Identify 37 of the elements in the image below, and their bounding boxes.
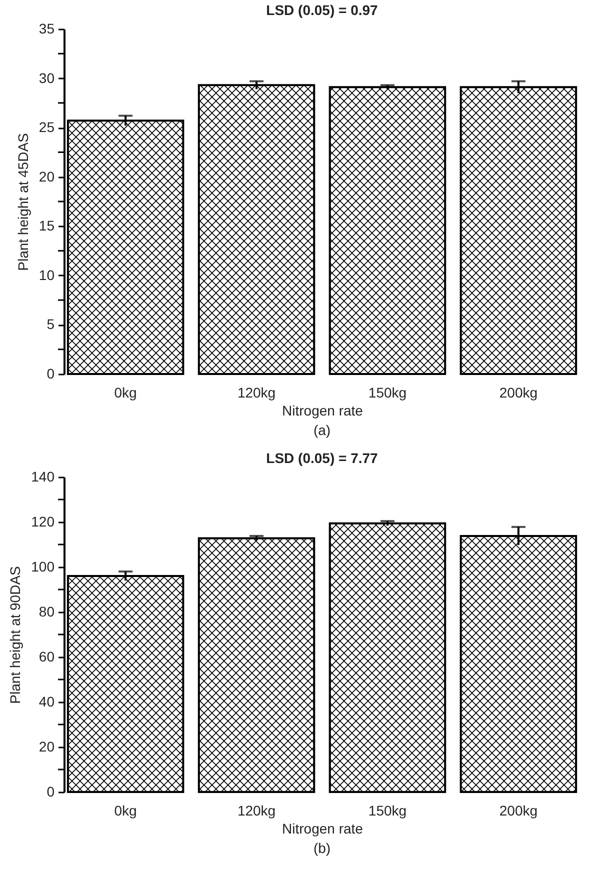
chart-title: LSD (0.05) = 7.77 <box>266 450 378 466</box>
y-tick-label: 0 <box>46 366 55 382</box>
y-axis-title: Plant height at 45DAS <box>14 133 31 271</box>
y-tick-label: 60 <box>38 648 55 664</box>
y-tick-label: 30 <box>38 70 55 86</box>
y-tick-label: 35 <box>38 20 55 36</box>
text: (a) <box>313 422 331 438</box>
y-tick-label: 40 <box>38 694 55 710</box>
x-axis-title: Nitrogen rate <box>282 402 364 418</box>
bar <box>328 522 446 793</box>
y-axis-title: Plant height at 90DAS <box>7 566 24 704</box>
bar <box>328 86 446 375</box>
y-tick-label: 0 <box>46 784 55 800</box>
y-tick-label: 10 <box>38 266 55 283</box>
x-tick-label: 150kg <box>368 384 407 400</box>
x-tick-label: 150kg <box>368 802 407 818</box>
x-tick-label: 0kg <box>114 802 137 818</box>
y-tick-label: 5 <box>46 316 55 332</box>
bar <box>198 84 316 375</box>
y-tick-label: 20 <box>38 738 55 754</box>
x-tick-label: 0kg <box>114 384 137 400</box>
x-axis-title: Nitrogen rate <box>282 820 364 836</box>
y-tick-label: 100 <box>31 558 55 574</box>
chart-title: LSD (0.05) = 0.97 <box>266 2 378 18</box>
bar <box>198 537 316 793</box>
y-tick-label: 15 <box>38 218 55 234</box>
bar <box>460 86 578 375</box>
y-tick-label: 80 <box>38 604 55 620</box>
x-tick-label: 120kg <box>237 384 276 400</box>
y-tick-label: 20 <box>38 168 55 184</box>
y-tick-label: 25 <box>38 119 55 136</box>
x-tick-label: 200kg <box>499 384 538 400</box>
text: (b) <box>313 840 331 856</box>
y-tick-label: 140 <box>31 468 55 484</box>
x-tick-label: 120kg <box>237 802 276 818</box>
y-tick-label: 120 <box>31 514 55 530</box>
x-tick-label: 200kg <box>499 802 538 818</box>
